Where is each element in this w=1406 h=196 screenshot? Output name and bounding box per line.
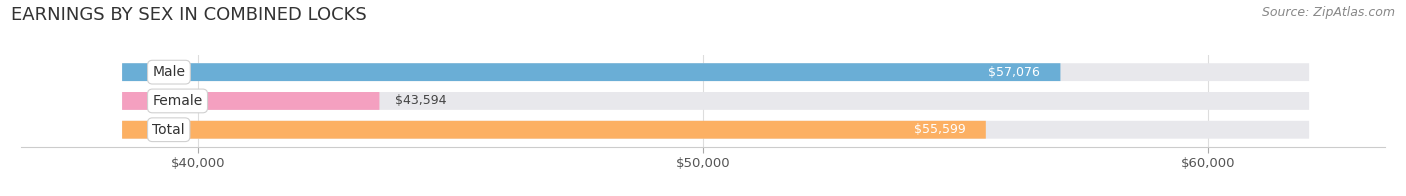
FancyBboxPatch shape [122, 63, 1309, 81]
FancyBboxPatch shape [122, 92, 380, 110]
FancyBboxPatch shape [122, 121, 986, 139]
Text: Female: Female [152, 94, 202, 108]
Text: EARNINGS BY SEX IN COMBINED LOCKS: EARNINGS BY SEX IN COMBINED LOCKS [11, 6, 367, 24]
Text: $43,594: $43,594 [395, 94, 446, 107]
FancyBboxPatch shape [122, 63, 1060, 81]
FancyBboxPatch shape [122, 92, 1309, 110]
Text: Source: ZipAtlas.com: Source: ZipAtlas.com [1261, 6, 1395, 19]
Text: Male: Male [152, 65, 186, 79]
Text: Total: Total [152, 123, 186, 137]
FancyBboxPatch shape [122, 121, 1309, 139]
Text: $57,076: $57,076 [988, 66, 1040, 79]
Text: $55,599: $55,599 [914, 123, 966, 136]
